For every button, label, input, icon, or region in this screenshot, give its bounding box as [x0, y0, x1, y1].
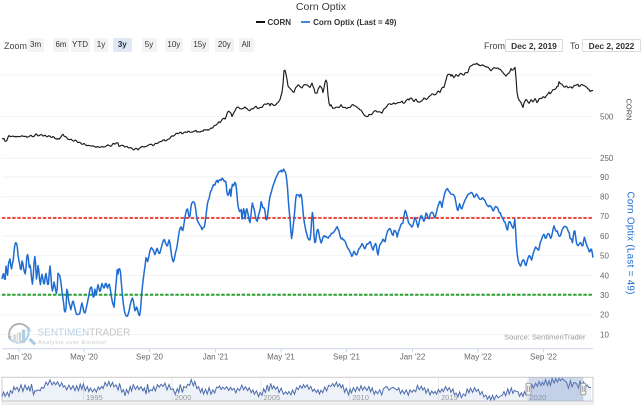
svg-text:Jan '21: Jan '21: [203, 353, 229, 362]
svg-text:Jan '22: Jan '22: [400, 353, 426, 362]
svg-text:40: 40: [600, 271, 609, 280]
svg-text:1995: 1995: [86, 393, 103, 402]
svg-text:2005: 2005: [264, 393, 281, 402]
svg-text:Sep '22: Sep '22: [530, 353, 557, 362]
svg-text:May '22: May '22: [464, 353, 492, 362]
svg-text:2015: 2015: [441, 393, 458, 402]
svg-text:2000: 2000: [175, 393, 192, 402]
svg-text:250: 250: [600, 154, 614, 163]
svg-text:SENTIMENTRADER: SENTIMENTRADER: [38, 328, 131, 339]
svg-text:60: 60: [600, 232, 609, 241]
svg-text:Source: SentimenTrader: Source: SentimenTrader: [504, 333, 586, 342]
svg-text:70: 70: [600, 212, 609, 221]
svg-text:May '20: May '20: [70, 353, 98, 362]
svg-text:Sep '21: Sep '21: [333, 353, 360, 362]
svg-text:90: 90: [600, 173, 609, 182]
svg-text:Sep '20: Sep '20: [136, 353, 163, 362]
svg-text:Analysis over Emotion: Analysis over Emotion: [38, 340, 107, 346]
svg-text:20: 20: [600, 311, 609, 320]
svg-text:May '21: May '21: [267, 353, 295, 362]
svg-text:500: 500: [600, 112, 614, 121]
svg-text:10: 10: [600, 330, 609, 339]
svg-text:80: 80: [600, 193, 609, 202]
svg-text:2010: 2010: [352, 393, 369, 402]
svg-text:30: 30: [600, 291, 609, 300]
svg-text:50: 50: [600, 252, 609, 261]
svg-text:Corn Optix (Last = 49): Corn Optix (Last = 49): [625, 192, 636, 295]
svg-text:CORN: CORN: [625, 99, 634, 121]
svg-text:2020: 2020: [530, 393, 547, 402]
svg-text:Jan '20: Jan '20: [6, 353, 32, 362]
